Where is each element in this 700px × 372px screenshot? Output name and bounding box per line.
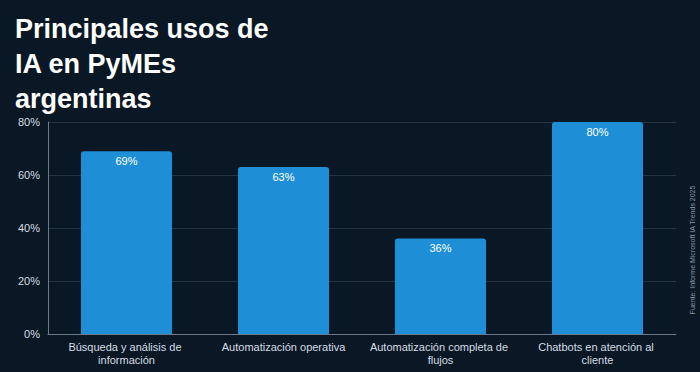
svg-text:63%: 63%: [272, 171, 294, 183]
svg-text:Búsqueda y análisis de: Búsqueda y análisis de: [68, 341, 184, 353]
svg-text:IA en PyMEs: IA en PyMEs: [15, 49, 184, 79]
svg-text:60%: 60%: [18, 169, 40, 181]
svg-text:40%: 40%: [18, 222, 40, 234]
svg-text:80%: 80%: [586, 126, 608, 138]
svg-text:36%: 36%: [429, 242, 451, 254]
svg-text:69%: 69%: [115, 155, 137, 167]
svg-text:20%: 20%: [18, 275, 40, 287]
svg-text:Fuente: Informe Microsoft IA T: Fuente: Informe Microsoft IA Trends 2025: [689, 186, 696, 315]
svg-text:cliente: cliente: [582, 354, 614, 366]
svg-text:Automatización completa de: Automatización completa de: [370, 341, 511, 353]
svg-text:Chatbots en atención al: Chatbots en atención al: [538, 341, 657, 353]
svg-text:Principales usos de: Principales usos de: [15, 14, 276, 44]
svg-text:Automatización operativa: Automatización operativa: [222, 341, 346, 353]
svg-text:flujos: flujos: [428, 354, 454, 366]
svg-text:argentinas: argentinas: [15, 84, 152, 114]
svg-text:información: información: [98, 354, 155, 366]
svg-text:0%: 0%: [24, 328, 40, 340]
svg-text:80%: 80%: [18, 116, 40, 128]
